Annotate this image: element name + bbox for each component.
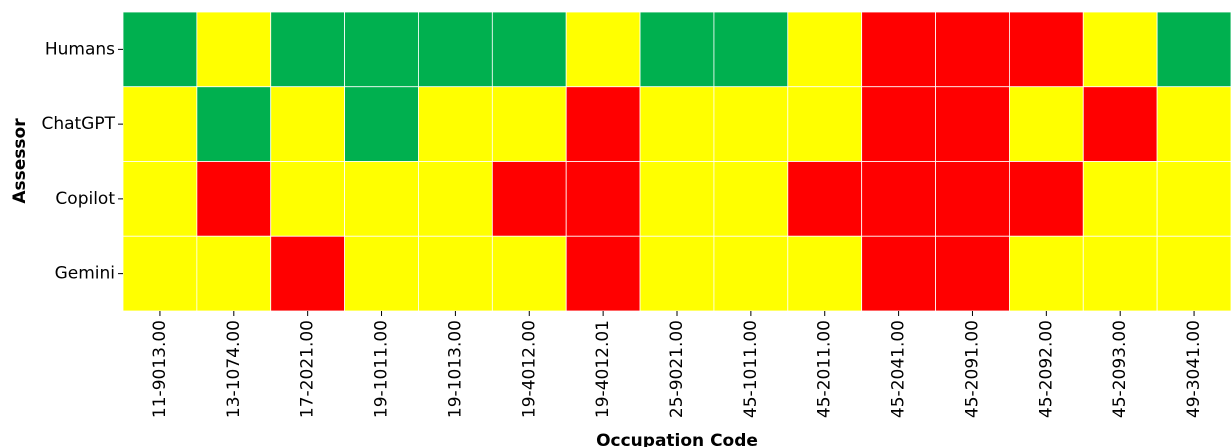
x-tick-label: 19-1013.00 — [445, 320, 465, 418]
heatmap-cell — [935, 161, 1010, 237]
x-tick-label: 13-1074.00 — [224, 320, 244, 418]
y-tick-label: Humans — [45, 39, 115, 59]
heatmap-cell — [713, 11, 789, 88]
heatmap-cell — [713, 235, 789, 312]
heatmap-cell — [491, 86, 567, 162]
heatmap-cell — [418, 86, 493, 162]
x-tick-label: 19-1011.00 — [372, 320, 392, 418]
heatmap-cell — [270, 11, 346, 88]
heatmap-cell — [935, 11, 1010, 88]
heatmap-cell — [418, 235, 493, 312]
heatmap-cell — [270, 235, 346, 312]
x-tick-label: 25-9021.00 — [667, 320, 687, 418]
x-tick-label: 19-4012.00 — [519, 320, 539, 418]
heatmap-cell — [639, 161, 715, 237]
x-tick-label: 17-2021.00 — [298, 320, 318, 418]
heatmap-cell — [1156, 11, 1231, 88]
heatmap-cell — [639, 11, 715, 88]
heatmap-cell — [565, 86, 641, 162]
heatmap-cell — [565, 235, 641, 312]
y-tick-label: Gemini — [55, 264, 115, 284]
heatmap-cell — [270, 86, 346, 162]
heatmap-cell — [196, 161, 272, 237]
heatmap-cell — [1009, 235, 1084, 312]
heatmap-cell — [1082, 161, 1158, 237]
heatmap-cell — [713, 161, 789, 237]
y-tick-label: ChatGPT — [41, 114, 115, 134]
heatmap-cell — [344, 161, 419, 237]
x-axis-label: Occupation Code — [596, 431, 758, 447]
heatmap-cell — [418, 161, 493, 237]
heatmap-cell — [861, 86, 936, 162]
x-tick-label: 45-2093.00 — [1110, 320, 1130, 418]
heatmap-cell — [418, 11, 493, 88]
heatmap-cell — [787, 86, 863, 162]
heatmap-cell — [787, 161, 863, 237]
heatmap-cell — [1009, 86, 1084, 162]
heatmap-cell — [861, 235, 936, 312]
heatmap-cell — [861, 161, 936, 237]
heatmap-cell — [639, 86, 715, 162]
heatmap-cell — [1009, 161, 1084, 237]
heatmap-cell — [344, 235, 419, 312]
heatmap-cell — [491, 161, 567, 237]
heatmap-cell — [713, 86, 789, 162]
heatmap-cell — [935, 235, 1010, 312]
heatmap-cell — [1156, 235, 1231, 312]
heatmap-cell — [1156, 86, 1231, 162]
heatmap-cell — [122, 11, 198, 88]
heatmap-cell — [196, 86, 272, 162]
heatmap-cell — [787, 235, 863, 312]
heatmap-cell — [270, 161, 346, 237]
x-tick-label: 45-2011.00 — [815, 320, 835, 418]
heatmap-cell — [1156, 161, 1231, 237]
heatmap-cell — [491, 11, 567, 88]
heatmap-cell — [196, 11, 272, 88]
heatmap-cell — [344, 86, 419, 162]
heatmap-cell — [491, 235, 567, 312]
heatmap-cell — [1082, 11, 1158, 88]
y-tick-label: Copilot — [55, 189, 115, 209]
x-tick-label: 19-4012.01 — [593, 320, 613, 418]
heatmap-cell — [1009, 11, 1084, 88]
x-tick-label: 45-2092.00 — [1036, 320, 1056, 418]
heatmap-cell — [639, 235, 715, 312]
heatmap-cell — [565, 161, 641, 237]
x-tick-label: 45-2091.00 — [962, 320, 982, 418]
heatmap-cell — [1082, 235, 1158, 312]
heatmap-cell — [1082, 86, 1158, 162]
heatmap-cell — [565, 11, 641, 88]
heatmap-cell — [122, 161, 198, 237]
heatmap-cell — [196, 235, 272, 312]
heatmap-cell — [861, 11, 936, 88]
y-axis-label: Assessor — [10, 118, 30, 204]
heatmap-cell — [122, 86, 198, 162]
x-tick-label: 11-9013.00 — [150, 320, 170, 418]
heatmap-cell — [787, 11, 863, 88]
heatmap-cell — [122, 235, 198, 312]
x-tick-label: 45-1011.00 — [741, 320, 761, 418]
heatmap-cell — [344, 11, 419, 88]
x-tick-label: 49-3041.00 — [1184, 320, 1204, 418]
heatmap-cell — [935, 86, 1010, 162]
x-tick-label: 45-2041.00 — [889, 320, 909, 418]
